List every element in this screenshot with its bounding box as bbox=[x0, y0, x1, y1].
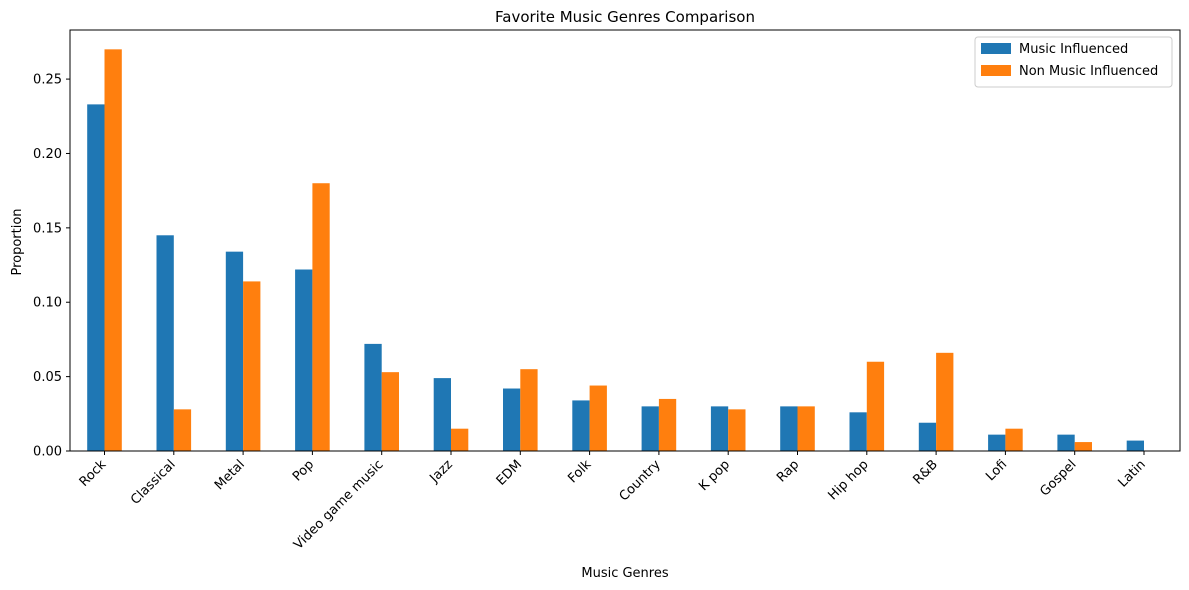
chart-title: Favorite Music Genres Comparison bbox=[495, 8, 755, 26]
y-tick-label: 0.00 bbox=[33, 445, 62, 460]
legend-frame bbox=[974, 36, 1173, 88]
plot-frame bbox=[69, 29, 1181, 452]
bar-non-music-influenced-jazz bbox=[451, 428, 469, 451]
y-axis: 0.00 0.05 0.10 0.15 0.20 0.25 bbox=[33, 73, 70, 460]
bar-non-music-influenced-pop bbox=[312, 183, 330, 452]
y-axis-title: Proportion bbox=[10, 208, 25, 275]
bar-non-music-influenced-video-game-music bbox=[381, 372, 399, 451]
bar-music-influenced-metal bbox=[225, 251, 244, 451]
bar-music-influenced-country bbox=[641, 406, 659, 451]
legend-swatch-non-music-influenced bbox=[981, 65, 1011, 76]
legend-label-music-influenced: Music Influenced bbox=[1019, 42, 1128, 57]
bar-music-influenced-pop bbox=[295, 269, 313, 451]
bar-non-music-influenced-rock bbox=[104, 49, 122, 452]
legend: Music Influenced Non Music Influenced bbox=[974, 36, 1173, 88]
bar-non-music-influenced-folk bbox=[589, 385, 607, 451]
bar-non-music-influenced-lofi bbox=[1005, 428, 1023, 451]
bar-music-influenced-lofi bbox=[988, 434, 1006, 451]
y-tick-label: 0.05 bbox=[33, 370, 62, 385]
bar-non-music-influenced-k-pop bbox=[728, 409, 746, 451]
bar-music-influenced-jazz bbox=[433, 378, 451, 451]
bar-non-music-influenced-rap bbox=[797, 406, 815, 451]
y-tick-label: 0.10 bbox=[33, 296, 62, 311]
bar-non-music-influenced-country bbox=[658, 398, 677, 451]
bar-non-music-influenced-classical bbox=[173, 409, 192, 451]
bar-non-music-influenced-randb bbox=[936, 352, 954, 451]
bar-music-influenced-folk bbox=[572, 400, 590, 451]
bar-non-music-influenced-hip-hop bbox=[866, 361, 885, 451]
bar-non-music-influenced-edm bbox=[520, 369, 538, 451]
bar-music-influenced-hip-hop bbox=[849, 412, 867, 451]
bar-music-influenced-edm bbox=[503, 388, 521, 451]
legend-label-non-music-influenced: Non Music Influenced bbox=[1019, 64, 1158, 79]
y-tick-label: 0.15 bbox=[33, 221, 62, 236]
bar-music-influenced-gospel bbox=[1057, 434, 1075, 451]
x-axis-title: Music Genres bbox=[581, 566, 668, 581]
bar-music-influenced-rap bbox=[780, 406, 798, 451]
bar-music-influenced-k-pop bbox=[710, 406, 729, 451]
y-tick-label: 0.20 bbox=[33, 147, 62, 162]
bar-music-influenced-randb bbox=[918, 422, 937, 451]
bar-music-influenced-rock bbox=[87, 104, 105, 451]
y-tick-label: 0.25 bbox=[33, 73, 62, 88]
bar-music-influenced-classical bbox=[156, 235, 174, 451]
legend-swatch-music-influenced bbox=[981, 43, 1011, 54]
bar-non-music-influenced-gospel bbox=[1074, 442, 1092, 451]
bar-music-influenced-latin bbox=[1126, 440, 1144, 451]
bar-music-influenced-video-game-music bbox=[364, 343, 382, 451]
bars-layer bbox=[87, 49, 1144, 452]
bar-non-music-influenced-metal bbox=[243, 281, 261, 451]
